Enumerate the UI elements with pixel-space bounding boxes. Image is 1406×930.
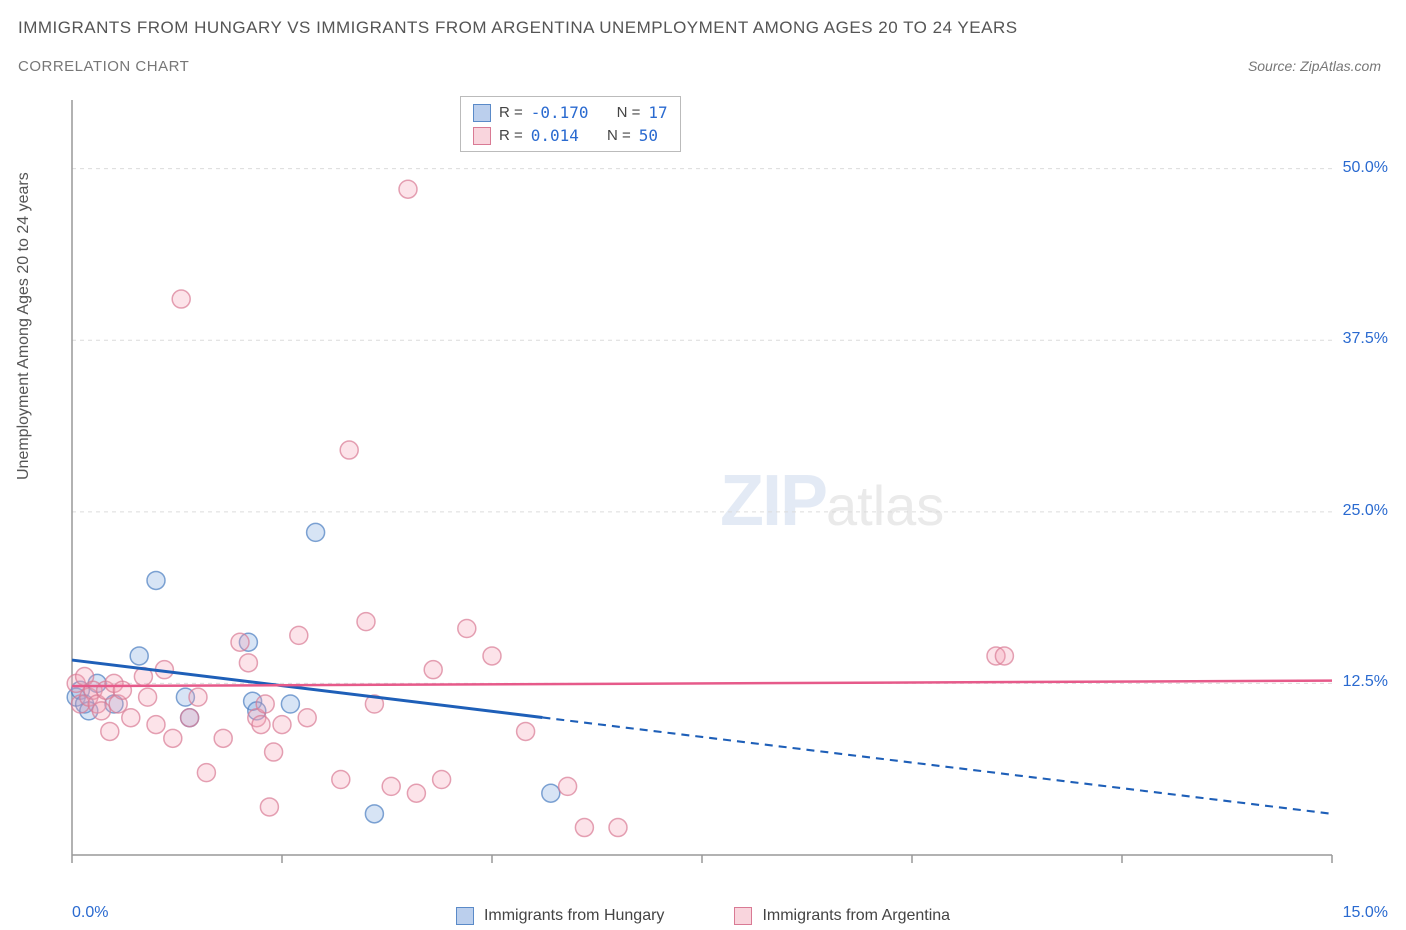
- y-tick-label: 50.0%: [1343, 159, 1388, 177]
- n-value-argentina: 50: [639, 126, 658, 145]
- x-axis-max-label: 15.0%: [1343, 904, 1388, 922]
- r-value-argentina: 0.014: [531, 126, 579, 145]
- legend-row-argentina: R = 0.014 N = 50: [473, 124, 668, 147]
- n-label: N =: [617, 104, 641, 121]
- legend-bottom: Immigrants from Hungary Immigrants from …: [0, 907, 1406, 925]
- y-tick-label: 25.0%: [1343, 502, 1388, 520]
- swatch-blue-icon: [473, 104, 491, 122]
- y-tick-label: 12.5%: [1343, 673, 1388, 691]
- r-label: R =: [499, 127, 523, 144]
- legend-item-hungary: Immigrants from Hungary: [456, 907, 665, 925]
- swatch-pink-icon: [734, 907, 752, 925]
- swatch-pink-icon: [473, 127, 491, 145]
- n-value-hungary: 17: [648, 103, 667, 122]
- legend-item-argentina: Immigrants from Argentina: [734, 907, 950, 925]
- legend-label-hungary: Immigrants from Hungary: [484, 907, 665, 925]
- legend-stats: R = -0.170 N = 17 R = 0.014 N = 50: [460, 96, 681, 152]
- y-axis-label: Unemployment Among Ages 20 to 24 years: [15, 172, 33, 480]
- legend-row-hungary: R = -0.170 N = 17: [473, 101, 668, 124]
- r-value-hungary: -0.170: [531, 103, 589, 122]
- source-attribution: Source: ZipAtlas.com: [1248, 58, 1381, 74]
- n-label: N =: [607, 127, 631, 144]
- x-axis-min-label: 0.0%: [72, 904, 108, 922]
- chart-subtitle: CORRELATION CHART: [18, 58, 189, 75]
- y-tick-label: 37.5%: [1343, 330, 1388, 348]
- swatch-blue-icon: [456, 907, 474, 925]
- scatter-chart: [62, 95, 1342, 875]
- legend-label-argentina: Immigrants from Argentina: [762, 907, 950, 925]
- r-label: R =: [499, 104, 523, 121]
- chart-title: IMMIGRANTS FROM HUNGARY VS IMMIGRANTS FR…: [18, 18, 1018, 38]
